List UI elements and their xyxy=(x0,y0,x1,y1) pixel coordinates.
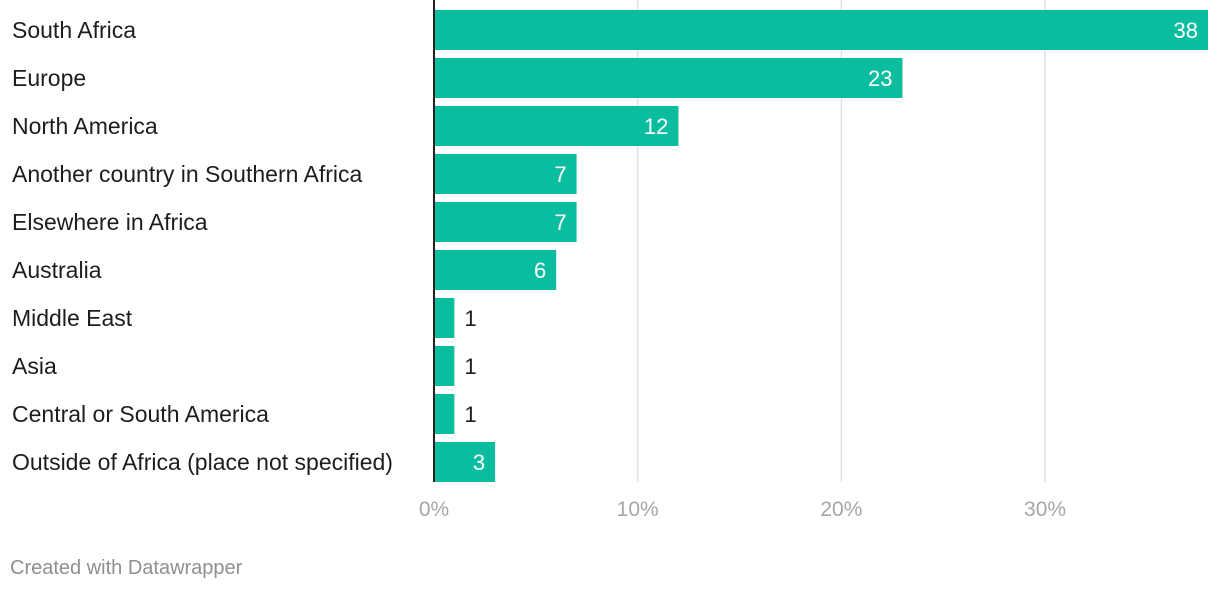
category-label: Central or South America xyxy=(12,401,269,427)
category-label: Middle East xyxy=(12,305,133,331)
bar xyxy=(434,202,577,242)
value-label: 7 xyxy=(554,210,566,235)
value-label: 7 xyxy=(554,162,566,187)
value-label: 1 xyxy=(464,402,476,427)
category-label: North America xyxy=(12,113,158,139)
category-label: Europe xyxy=(12,65,86,91)
category-labels: South Africa Europe North America Another c… xyxy=(12,17,393,475)
category-label: Another country in Southern Africa xyxy=(12,161,363,187)
x-axis-tick-labels: 0% 10% 20% 30% xyxy=(419,498,1066,521)
x-tick-label: 0% xyxy=(419,498,449,521)
bar xyxy=(434,394,455,434)
value-label: 3 xyxy=(473,450,485,475)
bar xyxy=(434,442,496,482)
value-label: 38 xyxy=(1174,18,1198,43)
bars xyxy=(434,10,1208,482)
bar xyxy=(434,106,679,146)
bar xyxy=(434,154,577,194)
value-label: 6 xyxy=(534,258,546,283)
category-label: Australia xyxy=(12,257,102,283)
bar xyxy=(434,10,1208,50)
value-label: 1 xyxy=(464,354,476,379)
category-label: South Africa xyxy=(12,17,136,43)
bar xyxy=(434,346,455,386)
category-label: Asia xyxy=(12,353,57,379)
bar xyxy=(434,298,455,338)
x-tick-label: 30% xyxy=(1024,498,1066,521)
value-label: 23 xyxy=(868,66,892,91)
datawrapper-credit: Created with Datawrapper xyxy=(10,557,243,579)
value-label: 12 xyxy=(644,114,668,139)
value-label: 1 xyxy=(464,306,476,331)
category-label: Elsewhere in Africa xyxy=(12,209,208,235)
bar xyxy=(434,250,557,290)
x-tick-label: 20% xyxy=(820,498,862,521)
category-label: Outside of Africa (place not specified) xyxy=(12,449,393,475)
x-tick-label: 10% xyxy=(617,498,659,521)
bar xyxy=(434,58,903,98)
